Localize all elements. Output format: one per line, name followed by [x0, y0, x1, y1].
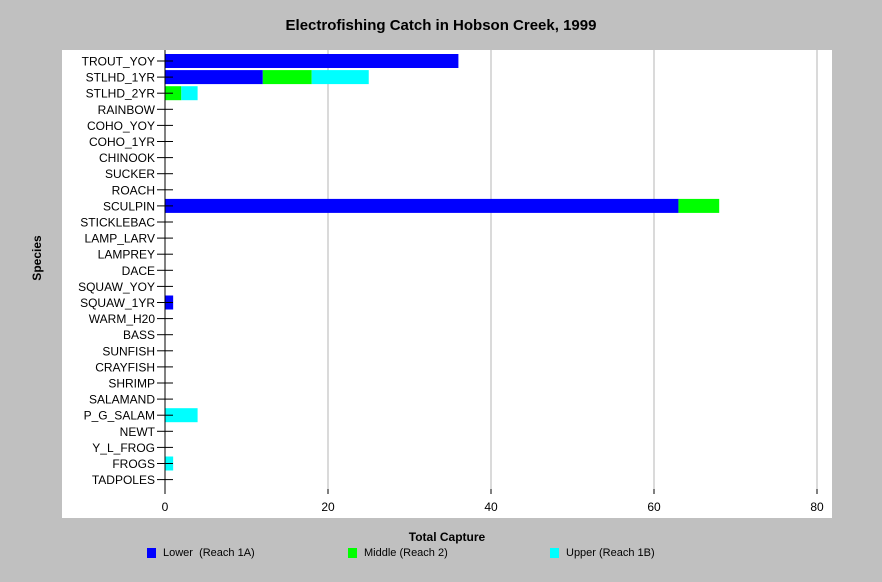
- y-tick-label: Y_L_FROG: [92, 441, 155, 455]
- x-tick-label: 60: [647, 500, 661, 514]
- y-tick-label: TADPOLES: [92, 473, 155, 487]
- bar-sculpin-s1: [678, 199, 719, 213]
- y-tick-label: P_G_SALAM: [84, 409, 155, 423]
- x-tick-label: 0: [162, 500, 169, 514]
- y-tick-label: SUNFISH: [102, 344, 155, 358]
- legend-swatch: [348, 548, 357, 558]
- bar-sculpin-s0: [165, 199, 678, 213]
- y-tick-label: STLHD_2YR: [86, 87, 156, 101]
- y-tick-label: TROUT_YOY: [82, 55, 155, 69]
- legend-swatch: [550, 548, 559, 558]
- y-tick-label: SCULPIN: [103, 199, 155, 213]
- legend-label: Upper (Reach 1B): [566, 547, 655, 559]
- y-tick-label: SHRIMP: [108, 377, 155, 391]
- x-tick-label: 40: [484, 500, 498, 514]
- legend-item: Middle (Reach 2): [348, 547, 448, 559]
- legend-swatch: [147, 548, 156, 558]
- y-tick-label: BASS: [123, 328, 155, 342]
- y-tick-label: SUCKER: [105, 167, 155, 181]
- bar-stlhd-2yr-s2: [181, 86, 197, 100]
- plot-background: [62, 50, 832, 518]
- y-tick-label: LAMP_LARV: [85, 232, 155, 246]
- y-tick-label: CHINOOK: [99, 151, 155, 165]
- x-tick-label: 20: [321, 500, 335, 514]
- y-tick-label: LAMPREY: [98, 248, 155, 262]
- y-tick-label: CRAYFISH: [95, 360, 155, 374]
- bar-stlhd-1yr-s2: [312, 70, 369, 84]
- legend-item: Upper (Reach 1B): [550, 547, 655, 559]
- legend-label: Middle (Reach 2): [364, 547, 448, 559]
- x-tick-label: 80: [810, 500, 824, 514]
- bar-trout-yoy-s0: [165, 54, 458, 68]
- x-axis-title: Total Capture: [62, 530, 832, 544]
- y-tick-label: RAINBOW: [98, 103, 156, 117]
- y-tick-label: DACE: [122, 264, 155, 278]
- y-tick-label: NEWT: [120, 425, 156, 439]
- y-tick-label: WARM_H20: [89, 312, 156, 326]
- y-tick-label: STICKLEBAC: [80, 216, 155, 230]
- y-tick-label: STLHD_1YR: [86, 71, 156, 85]
- y-tick-label: SQUAW_1YR: [80, 296, 155, 310]
- y-tick-label: FROGS: [112, 457, 155, 471]
- y-tick-label: SALAMAND: [89, 393, 155, 407]
- bar-stlhd-1yr-s0: [165, 70, 263, 84]
- bar-stlhd-1yr-s1: [263, 70, 312, 84]
- legend: Lower (Reach 1A) Middle (Reach 2) Upper (R…: [0, 547, 882, 565]
- y-tick-label: COHO_YOY: [87, 119, 155, 133]
- y-tick-label: COHO_1YR: [89, 135, 155, 149]
- y-tick-label: ROACH: [112, 183, 155, 197]
- y-tick-label: SQUAW_YOY: [78, 280, 155, 294]
- legend-label: Lower (Reach 1A): [163, 547, 255, 559]
- legend-item: Lower (Reach 1A): [147, 547, 255, 559]
